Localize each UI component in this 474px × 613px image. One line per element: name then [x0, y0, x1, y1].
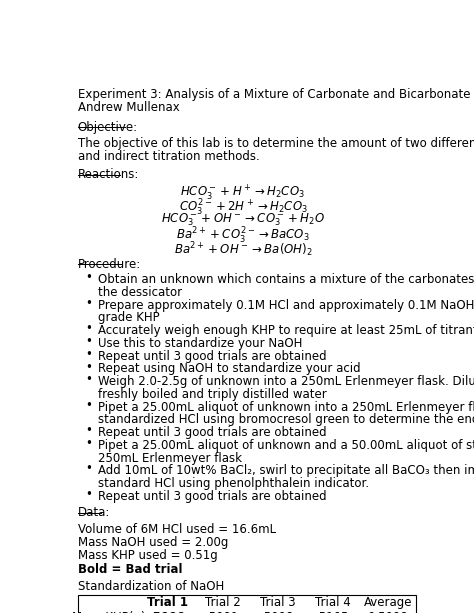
Text: .5105: .5105: [316, 611, 350, 613]
Text: grade KHP: grade KHP: [98, 311, 159, 324]
Text: Trial 2: Trial 2: [205, 596, 241, 609]
Text: Procedure:: Procedure:: [78, 258, 141, 271]
Text: Weigh 2.0-2.5g of unknown into a 250mL Erlenmeyer flask. Dilute to the mark with: Weigh 2.0-2.5g of unknown into a 250mL E…: [98, 375, 474, 388]
Text: $HCO_3^- + H^+ \rightarrow H_2CO_3$: $HCO_3^- + H^+ \rightarrow H_2CO_3$: [181, 183, 305, 202]
Text: 250mL Erlenmeyer flask: 250mL Erlenmeyer flask: [98, 452, 242, 465]
Text: •: •: [85, 399, 92, 412]
Text: Reactions:: Reactions:: [78, 169, 139, 181]
Text: Experiment 3: Analysis of a Mixture of Carbonate and Bicarbonate: Experiment 3: Analysis of a Mixture of C…: [78, 88, 470, 101]
Text: Mass NaOH used = 2.00g: Mass NaOH used = 2.00g: [78, 536, 228, 549]
Text: •: •: [85, 297, 92, 310]
Text: Andrew Mullenax: Andrew Mullenax: [78, 101, 179, 114]
Bar: [78, 595, 416, 613]
Text: Pipet a 25.00mL aliquot of unknown and a 50.00mL aliquot of standard NaOH into a: Pipet a 25.00mL aliquot of unknown and a…: [98, 439, 474, 452]
Text: Use this to standardize your NaOH: Use this to standardize your NaOH: [98, 337, 302, 350]
Text: Accurately weigh enough KHP to require at least 25mL of titrant: Accurately weigh enough KHP to require a…: [98, 324, 474, 337]
Text: Trial 4: Trial 4: [315, 596, 351, 609]
Text: •: •: [85, 462, 92, 476]
Text: Data:: Data:: [78, 506, 110, 519]
Text: •: •: [85, 373, 92, 386]
Text: $HCO_3^- + OH^- \rightarrow CO_3^- + H_2O$: $HCO_3^- + OH^- \rightarrow CO_3^- + H_2…: [161, 212, 325, 229]
Text: •: •: [85, 437, 92, 450]
Text: .5091: .5091: [206, 611, 239, 613]
Text: •: •: [85, 360, 92, 373]
Text: Trial 3: Trial 3: [260, 596, 296, 609]
Text: $Ba^{2+} + OH^- \rightarrow Ba(OH)_2$: $Ba^{2+} + OH^- \rightarrow Ba(OH)_2$: [173, 240, 312, 259]
Text: standard HCl using phenolphthalein indicator.: standard HCl using phenolphthalein indic…: [98, 477, 369, 490]
Text: Pipet a 25.00mL aliquot of unknown into a 250mL Erlenmeyer flask and titrate wit: Pipet a 25.00mL aliquot of unknown into …: [98, 401, 474, 414]
Text: Bold = Bad trial: Bold = Bad trial: [78, 563, 182, 576]
Text: •: •: [85, 322, 92, 335]
Text: Add 10mL of 10wt% BaCl₂, swirl to precipitate all BaCO₃ then immediately titrate: Add 10mL of 10wt% BaCl₂, swirl to precip…: [98, 465, 474, 478]
Text: Objective:: Objective:: [78, 121, 138, 134]
Text: and indirect titration methods.: and indirect titration methods.: [78, 151, 259, 164]
Text: freshly boiled and triply distilled water: freshly boiled and triply distilled wate…: [98, 388, 327, 401]
Text: •: •: [85, 348, 92, 361]
Text: $Ba^{2+} + CO_3^{2-} \rightarrow BaCO_3$: $Ba^{2+} + CO_3^{2-} \rightarrow BaCO_3$: [176, 226, 310, 246]
Text: standardized HCl using bromocresol green to determine the end point: standardized HCl using bromocresol green…: [98, 413, 474, 427]
Text: Mass KHP used = 0.51g: Mass KHP used = 0.51g: [78, 549, 218, 562]
Text: Prepare approximately 0.1M HCl and approximately 0.1M NaOH using primary standar: Prepare approximately 0.1M HCl and appro…: [98, 299, 474, 311]
Text: Average: Average: [364, 596, 412, 609]
Text: Standardization of NaOH: Standardization of NaOH: [78, 581, 224, 593]
Text: $CO_3^{2-} + 2H^+ \rightarrow H_2CO_3$: $CO_3^{2-} + 2H^+ \rightarrow H_2CO_3$: [179, 198, 307, 218]
Text: Trial 1: Trial 1: [147, 596, 188, 609]
Text: Repeat until 3 good trials are obtained: Repeat until 3 good trials are obtained: [98, 426, 327, 439]
Text: •: •: [85, 335, 92, 348]
Text: the dessicator: the dessicator: [98, 286, 182, 299]
Text: •: •: [85, 272, 92, 284]
Text: •: •: [85, 488, 92, 501]
Text: Repeat until 3 good trials are obtained: Repeat until 3 good trials are obtained: [98, 490, 327, 503]
Text: Volume of 6M HCl used = 16.6mL: Volume of 6M HCl used = 16.6mL: [78, 523, 276, 536]
Text: .5099: .5099: [149, 611, 186, 613]
Text: •: •: [85, 424, 92, 437]
Text: .5098: .5098: [261, 611, 294, 613]
Text: The objective of this lab is to determine the amount of two different carbonate : The objective of this lab is to determin…: [78, 137, 474, 150]
Text: Repeat using NaOH to standardize your acid: Repeat using NaOH to standardize your ac…: [98, 362, 360, 375]
Text: 0.5098: 0.5098: [368, 611, 409, 613]
Text: Mass KHP(g): Mass KHP(g): [72, 611, 146, 613]
Text: Repeat until 3 good trials are obtained: Repeat until 3 good trials are obtained: [98, 349, 327, 363]
Text: Obtain an unknown which contains a mixture of the carbonates of interest and sto: Obtain an unknown which contains a mixtu…: [98, 273, 474, 286]
